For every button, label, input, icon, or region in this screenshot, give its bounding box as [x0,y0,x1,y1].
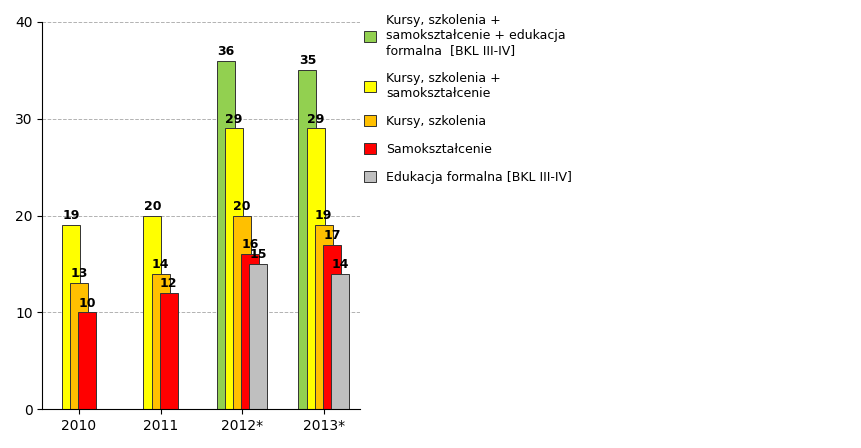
Text: 13: 13 [71,267,88,280]
Bar [143,215,161,409]
Bar [307,129,324,409]
Bar [217,60,234,409]
Bar [70,284,88,409]
Bar [62,225,80,409]
Bar [159,293,177,409]
Legend: Kursy, szkolenia +
samokształcenie + edukacja
formalna  [BKL III-IV], Kursy, szk: Kursy, szkolenia + samokształcenie + edu… [363,14,572,184]
Bar [78,312,96,409]
Bar [323,245,340,409]
Bar [249,264,267,409]
Bar [225,129,243,409]
Text: 20: 20 [233,200,251,213]
Text: 29: 29 [307,112,324,125]
Bar [314,225,332,409]
Text: 36: 36 [217,45,234,58]
Text: 29: 29 [225,112,243,125]
Text: 10: 10 [78,297,96,310]
Bar [241,254,259,409]
Text: 17: 17 [323,229,340,242]
Bar [298,70,316,409]
Bar [331,274,349,409]
Text: 14: 14 [331,258,349,271]
Text: 12: 12 [160,277,177,290]
Bar [233,215,251,409]
Text: 35: 35 [299,54,316,67]
Text: 16: 16 [241,238,258,251]
Text: 14: 14 [152,258,169,271]
Bar [152,274,170,409]
Text: 15: 15 [250,248,267,261]
Text: 19: 19 [314,209,332,222]
Text: 20: 20 [144,200,161,213]
Text: 19: 19 [62,209,79,222]
